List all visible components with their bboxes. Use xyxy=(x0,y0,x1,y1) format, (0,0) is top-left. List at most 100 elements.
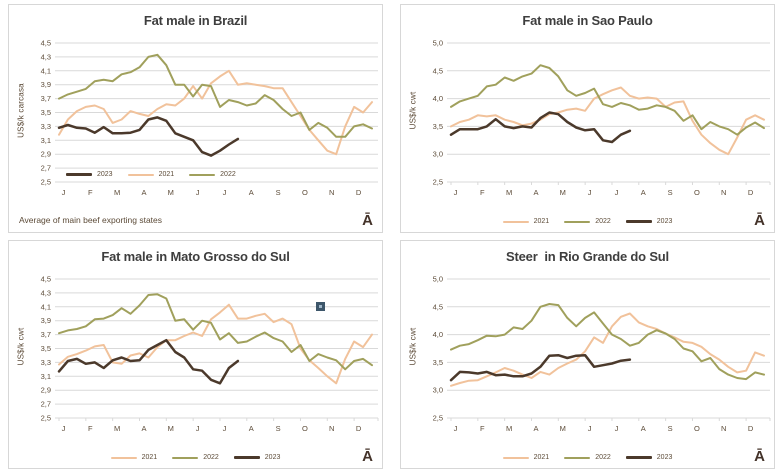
legend-item-2022: 2022 xyxy=(564,454,611,461)
chart-canvas: 4,5 4,3 4,1 3,9 3,7 3,5 3,3 3,1 2,9 2,7 2,5 J F M A M J J… xyxy=(41,275,379,433)
legend-swatch-2022 xyxy=(564,456,591,459)
y-tick-label: 2,5 xyxy=(41,414,51,423)
chart-canvas: 5,0 4,5 4,0 3,5 3,0 2,5 J F M A M J J A S O N D xyxy=(433,39,771,197)
x-month-label: D xyxy=(748,424,754,433)
series-line-2021 xyxy=(58,69,373,156)
chart-title: Steer in Rio Grande do Sul xyxy=(506,249,669,264)
legend-item-2022: 2022 xyxy=(172,454,219,461)
brand-logo: Ā xyxy=(754,212,765,229)
y-tick-label: 2,5 xyxy=(433,178,443,187)
x-month-label: J xyxy=(588,424,592,433)
y-tick-label: 3,0 xyxy=(433,386,443,395)
y-tick-label: 3,5 xyxy=(433,358,443,367)
series-line-2021 xyxy=(450,312,765,387)
x-month-label: S xyxy=(668,424,673,433)
x-month-label: D xyxy=(748,188,754,197)
legend-swatch-2022 xyxy=(189,173,216,176)
series-line-2022 xyxy=(58,293,373,371)
x-month-label: O xyxy=(694,424,700,433)
series-line-2021 xyxy=(58,303,373,385)
y-tick-label: 2,7 xyxy=(41,400,51,409)
y-tick-label: 4,1 xyxy=(41,66,51,75)
legend-item-2023: 2023 xyxy=(66,171,113,178)
chart-legend: 2023 2021 2022 xyxy=(66,171,236,178)
x-month-label: A xyxy=(141,424,146,433)
series-line-2023 xyxy=(57,338,240,385)
x-month-label: J xyxy=(62,424,66,433)
y-axis-label: US$/k cwt xyxy=(408,327,418,366)
x-month-label: F xyxy=(480,424,485,433)
x-month-label: M xyxy=(114,188,120,197)
y-tick-label: 4,0 xyxy=(433,330,443,339)
x-month-label: O xyxy=(302,188,308,197)
legend-item-2023: 2023 xyxy=(625,454,672,461)
brand-logo: Ā xyxy=(362,212,373,229)
y-axis-label: US$/k carcasa xyxy=(16,83,26,138)
y-tick-label: 4,5 xyxy=(41,275,51,284)
x-month-label: J xyxy=(196,188,200,197)
x-month-label: M xyxy=(114,424,120,433)
x-month-label: N xyxy=(721,424,726,433)
chart-canvas: 5,0 4,5 4,0 3,5 3,0 2,5 J F M A M J J A S O N D xyxy=(433,275,771,433)
y-tick-label: 2,9 xyxy=(41,150,51,159)
x-month-label: J xyxy=(62,188,66,197)
legend-item-2021: 2021 xyxy=(110,454,158,461)
y-tick-label: 4,3 xyxy=(41,52,51,61)
legend-label: 2021 xyxy=(533,218,550,225)
x-month-label: M xyxy=(560,188,566,197)
brand-logo: Ā xyxy=(754,448,765,465)
x-month-label: S xyxy=(276,188,281,197)
legend-label: 2022 xyxy=(595,218,611,225)
x-month-label: O xyxy=(302,424,308,433)
x-month-label: N xyxy=(329,188,334,197)
y-tick-label: 3,9 xyxy=(41,80,51,89)
y-tick-label: 3,1 xyxy=(41,136,51,145)
x-month-label: J xyxy=(454,424,458,433)
chart-legend: 2021 2022 2023 xyxy=(401,218,774,225)
series-line-2023 xyxy=(449,111,632,144)
x-month-label: J xyxy=(454,188,458,197)
legend-item-2021: 2021 xyxy=(502,454,549,461)
x-month-label: J xyxy=(196,424,200,433)
x-month-label: A xyxy=(533,188,538,197)
y-tick-label: 3,1 xyxy=(41,372,51,381)
y-tick-label: 4,5 xyxy=(433,66,443,75)
series-line-2022 xyxy=(58,53,373,138)
x-month-label: M xyxy=(560,424,566,433)
x-month-label: M xyxy=(168,424,174,433)
x-month-label: D xyxy=(356,188,362,197)
y-tick-label: 3,7 xyxy=(41,330,51,339)
chart-panel-steer-rio-grande-do-sul: 5,0 4,5 4,0 3,5 3,0 2,5 J F M A M J J A S O N D Steer in … xyxy=(400,240,775,469)
legend-item-2023: 2023 xyxy=(233,454,280,461)
chart-legend: 2021 2022 2023 xyxy=(401,454,774,461)
legend-swatch-2021 xyxy=(110,456,137,459)
y-tick-label: 4,1 xyxy=(41,302,51,311)
x-month-label: J xyxy=(223,424,227,433)
embedded-object-marker xyxy=(316,302,325,311)
chart-footnote: Average of main beef exporting states xyxy=(19,215,163,225)
series-line-2022 xyxy=(450,64,765,136)
y-tick-label: 4,5 xyxy=(41,39,51,48)
chart-legend: 2021 2022 2023 xyxy=(9,454,382,461)
legend-swatch-2023 xyxy=(66,173,92,176)
y-tick-label: 3,5 xyxy=(41,108,51,117)
series-line-2023 xyxy=(57,116,240,157)
legend-swatch-2022 xyxy=(564,220,591,223)
legend-label: 2023 xyxy=(97,171,113,178)
x-month-label: A xyxy=(249,188,254,197)
chart-title: Fat male in Sao Paulo xyxy=(522,13,653,28)
chart-title: Fat male in Brazil xyxy=(143,13,248,28)
x-month-label: A xyxy=(249,424,254,433)
x-month-label: J xyxy=(615,188,619,197)
chart-panel-fat-male-mato-grosso-do-sul: 4,5 4,3 4,1 3,9 3,7 3,5 3,3 3,1 2,9 2,7 2,5 J F M A M J J… xyxy=(8,240,383,469)
x-month-label: A xyxy=(641,424,646,433)
y-tick-label: 3,5 xyxy=(433,122,443,131)
legend-label: 2022 xyxy=(220,171,236,178)
legend-swatch-2021 xyxy=(502,456,529,459)
legend-swatch-2022 xyxy=(172,456,199,459)
y-tick-label: 3,5 xyxy=(41,344,51,353)
y-tick-label: 2,5 xyxy=(41,178,51,187)
y-tick-label: 3,7 xyxy=(41,94,51,103)
x-month-label: F xyxy=(480,188,485,197)
legend-label: 2021 xyxy=(141,454,158,461)
